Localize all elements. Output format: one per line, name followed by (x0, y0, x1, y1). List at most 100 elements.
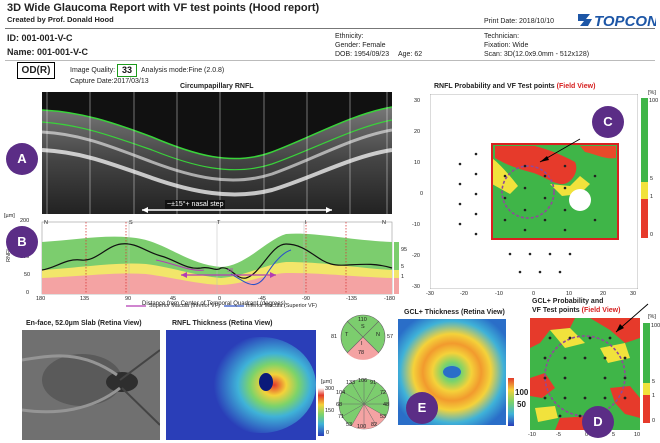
callout-d: D (582, 406, 614, 438)
rnfl-prob-title: RNFL Probability and VF Test points (Fie… (434, 83, 596, 90)
quadrant-chart (340, 314, 386, 360)
rnfl-prob-ytick: 20 (414, 129, 421, 135)
gcl-prob-scale-label: 100 (651, 323, 660, 329)
rnfl-prob-xtick: 0 (532, 291, 536, 297)
clock-value: 104 (336, 390, 346, 396)
rnfl-prob-xtick: 20 (600, 291, 607, 297)
enface-image (22, 330, 160, 440)
thickness-scale-unit: [µm] (321, 379, 332, 385)
oct-bscan-image (41, 92, 393, 214)
rnfl-prob-xtick: 10 (566, 291, 573, 297)
rnfl-profile-plot (6, 212, 406, 312)
thickness-scale-label: 300 (325, 386, 335, 392)
gcl-prob-xtick: 0 (585, 432, 589, 438)
sector-label: I (305, 220, 307, 226)
clock-value: 53 (346, 422, 353, 428)
rnfl-prob-ytick: 0 (420, 191, 424, 197)
clock-value: 100 (357, 424, 367, 430)
rnfl-ytick: 0 (26, 290, 30, 296)
rnfl-xtick: 135 (80, 296, 90, 302)
quadrant-value: 110 (358, 317, 367, 323)
rnfl-thickness-title: RNFL Thickness (Retina View) (172, 320, 273, 327)
clock-value: 48 (383, 402, 390, 408)
gcl-prob-title-line2: VF Test points (Field View) (532, 307, 621, 314)
capture-date: Capture Date:2017/03/13 (70, 78, 149, 85)
gcl-prob-xtick: -5 (556, 432, 561, 438)
sector-label: T (217, 220, 221, 226)
quadrant-letter: T (345, 332, 349, 338)
rnfl-prob-xtick: -10 (495, 291, 503, 297)
rnfl-xtick: 90 (125, 296, 132, 302)
gcl-prob-title-line1: GCL+ Probability and (532, 298, 604, 305)
clock-value: 71 (338, 414, 345, 420)
info-divider (5, 60, 655, 61)
rnfl-prob-scale-label: 5 (650, 176, 654, 182)
rnfl-xtick: 180 (36, 296, 46, 302)
percentile-label: 5 (401, 264, 405, 270)
quadrant-letter: S (361, 324, 365, 330)
gcl-thickness-title: GCL+ Thickness (Retina View) (404, 309, 505, 316)
rnfl-prob-ytick: -30 (412, 284, 420, 290)
clock-value: 53 (380, 414, 387, 420)
rnfl-xtick: -90 (302, 296, 310, 302)
rnfl-prob-ytick: 10 (414, 160, 421, 166)
rnfl-xtick: -180 (384, 296, 396, 302)
quadrant-letter: N (376, 332, 380, 338)
clock-value: 72 (380, 390, 387, 396)
gcl-thickness-scale (508, 378, 514, 426)
legend-inferior: Inferior Macula (Superior VF) (246, 303, 317, 309)
percentile-label: 1 (401, 274, 405, 280)
rnfl-xtick: 0 (218, 296, 222, 302)
gcl-prob-xtick: 10 (634, 432, 641, 438)
dob: DOB: 1954/09/23 (335, 51, 390, 58)
rnfl-prob-scale-unit: [%] (648, 90, 656, 96)
thickness-scale (318, 388, 324, 436)
fixation: Fixation: Wide (484, 42, 529, 49)
rnfl-ytick: 50 (24, 272, 31, 278)
image-quality-value: 33 (117, 64, 137, 77)
rnfl-prob-ytick: 30 (414, 98, 421, 104)
scan-info: Scan: 3D(12.0x9.0mm - 512x128) (484, 51, 590, 58)
sector-label: N (44, 220, 48, 226)
rnfl-prob-scale-label: 1 (650, 194, 654, 200)
gcl-arrow (615, 303, 649, 333)
sector-label: N (382, 220, 386, 226)
clock-value: 106 (358, 378, 368, 384)
rnfl-prob-xtick: -20 (460, 291, 468, 297)
header-divider (5, 28, 655, 29)
age: Age: 62 (398, 51, 423, 58)
sector-label: S (129, 220, 133, 226)
nasal-step-annotation: ~±15°+ nasal step (165, 200, 226, 209)
print-date: Print Date: 2018/10/10 (484, 18, 555, 25)
gcl-prob-scale-unit: [%] (648, 314, 656, 320)
enface-title: En-face, 52.0µm Slab (Retina View) (26, 320, 142, 327)
rnfl-prob-ytick: -20 (412, 253, 420, 259)
gcl-prob-scale (643, 323, 650, 423)
quadrant-value: 57 (387, 334, 394, 340)
report-author: Created by Prof. Donald Hood (7, 15, 114, 24)
gcl-prob-scale-label: 0 (652, 418, 656, 424)
rnfl-xtick: -135 (346, 296, 358, 302)
gcl-scale-label: 50 (517, 400, 526, 409)
rnfl-xlabel: Distance from Center of Temporal Quadran… (142, 301, 286, 307)
clock-hour-chart (338, 378, 390, 430)
gcl-probability-map (530, 318, 640, 430)
clock-value: 82 (371, 422, 378, 428)
patient-name: Name: 001-001-V-C (7, 47, 89, 57)
rnfl-xtick: -45 (258, 296, 266, 302)
gcl-prob-xtick: 5 (612, 432, 616, 438)
rnfl-prob-xtick: -30 (426, 291, 434, 297)
percentile-label: 95 (401, 247, 408, 253)
rnfl-scan-title: Circumpapillary RNFL (180, 83, 254, 90)
quadrant-letter: I (361, 341, 363, 347)
gcl-prob-scale-label: 5 (652, 379, 656, 385)
rnfl-prob-scale (641, 98, 648, 238)
rnfl-thickness-map (166, 330, 316, 440)
rnfl-unit-label: [µm] (4, 213, 15, 219)
patient-id: ID: 001-001-V-C (7, 33, 73, 43)
image-quality-label: Image Quality: (70, 67, 116, 74)
gcl-prob-scale-label: 1 (652, 393, 656, 399)
gcl-prob-xtick: -10 (528, 432, 536, 438)
rnfl-prob-scale-label: 0 (650, 232, 654, 238)
report-title: 3D Wide Glaucoma Report with VF test poi… (7, 2, 320, 14)
